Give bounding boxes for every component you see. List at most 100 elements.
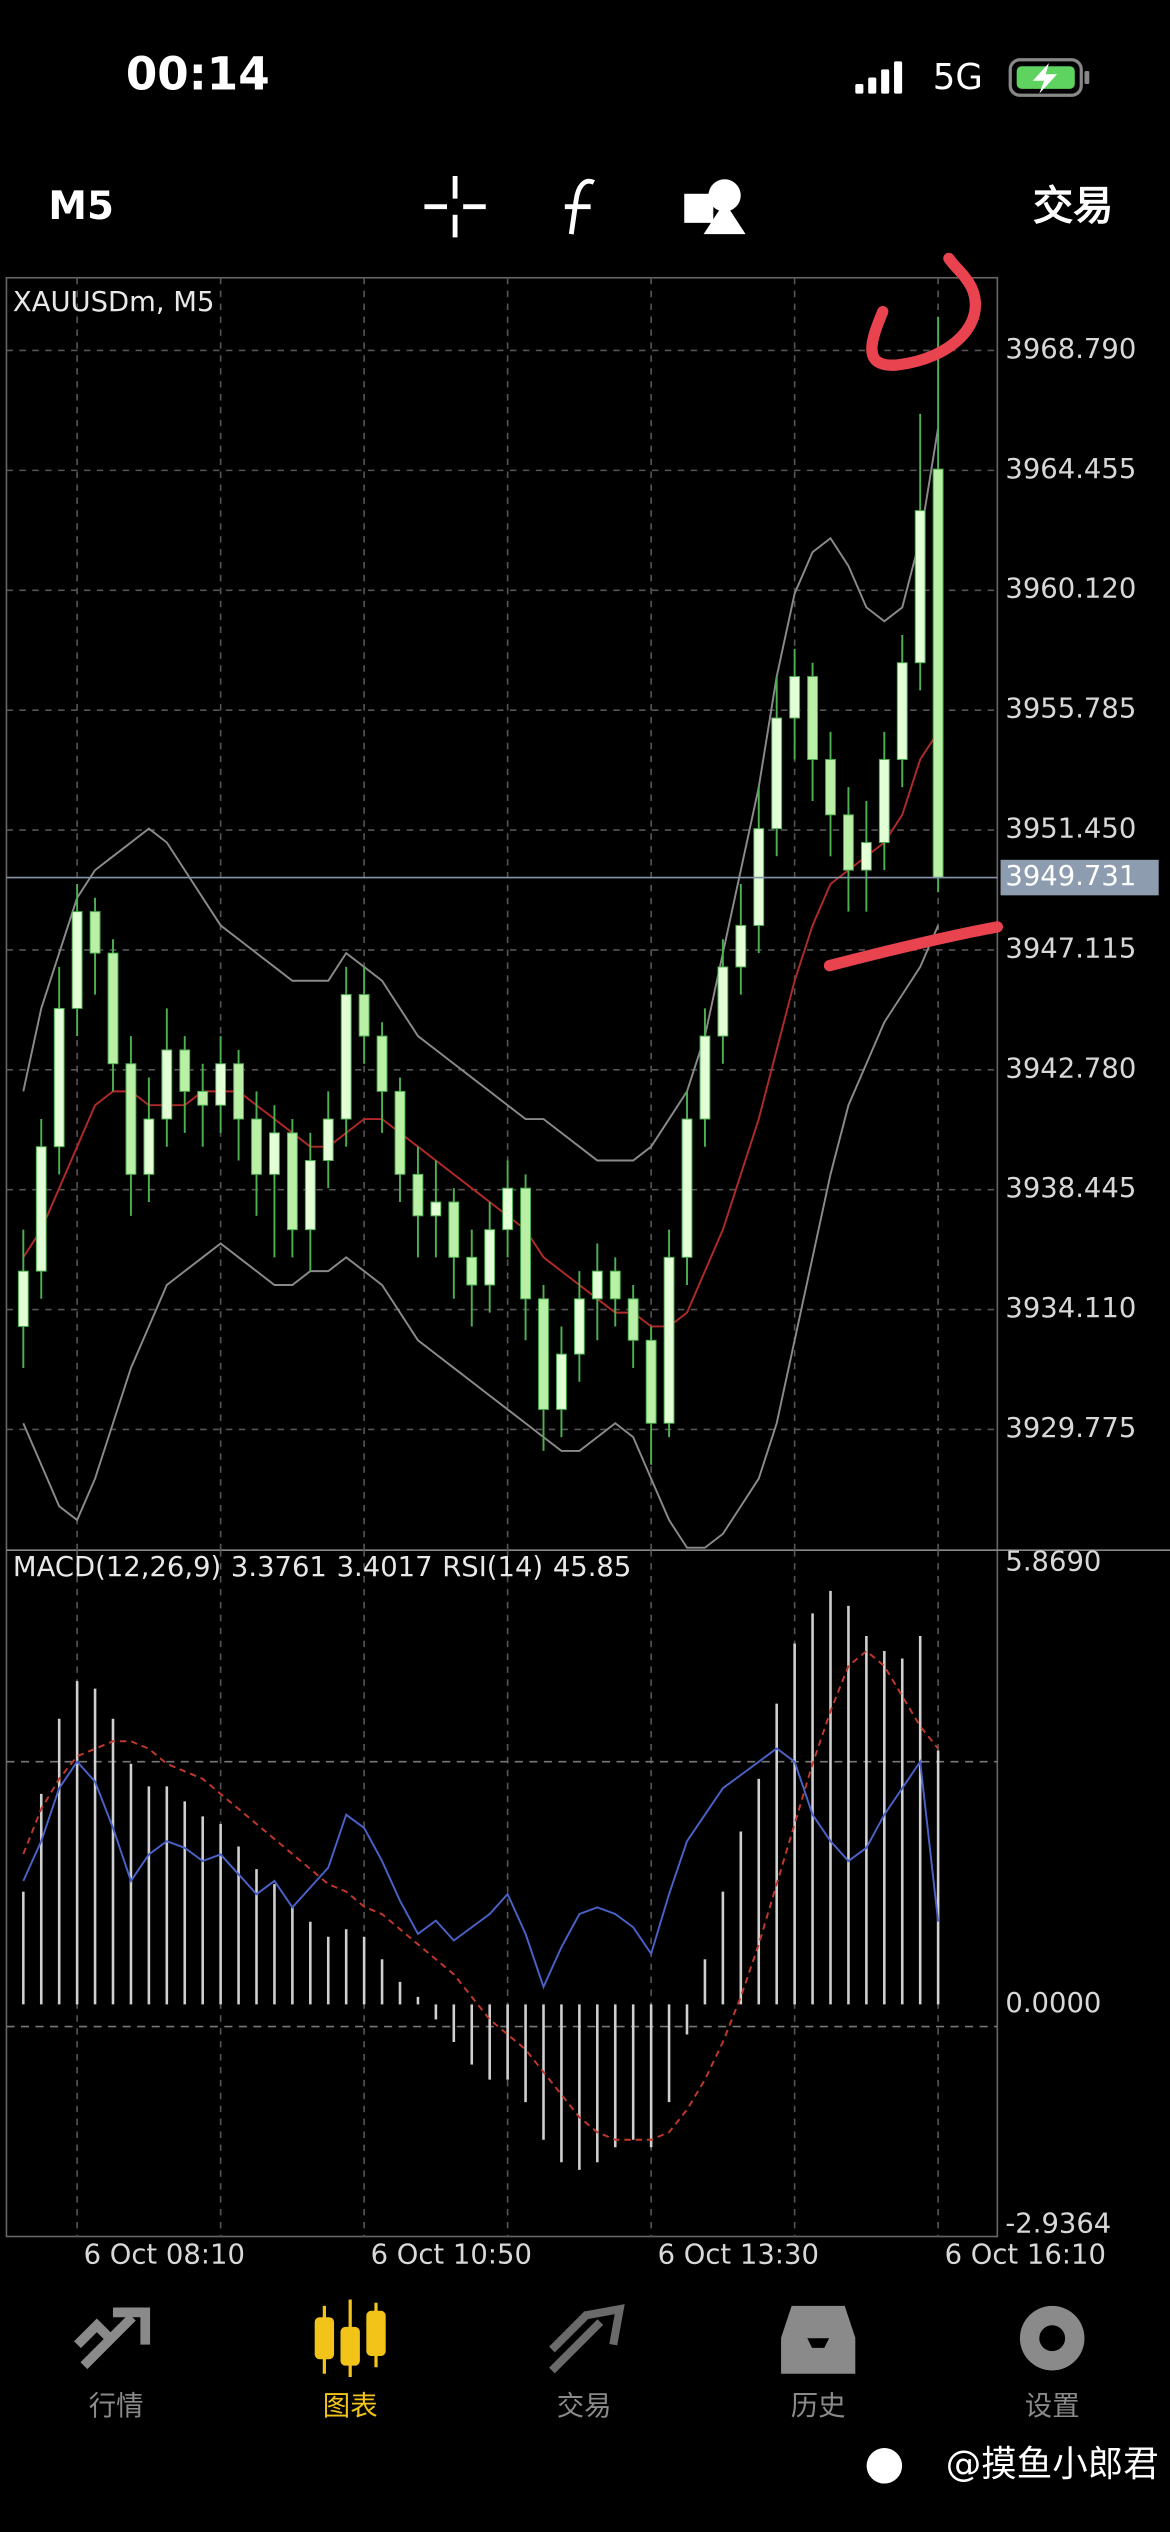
candle-body [251,1118,262,1175]
candle-body [843,814,854,871]
candle-body [807,676,818,760]
candle-body [17,1270,29,1327]
candle-body [502,1187,514,1231]
candle-body [179,1049,191,1092]
candle-body [107,952,119,1065]
candle-body [448,1201,460,1258]
nav-icon-settings[interactable] [1019,2305,1085,2371]
candle-body [896,662,908,760]
candle-body [394,1090,406,1175]
y-tick-label: 3960.120 [1005,574,1136,605]
y-tick-label: -2.9364 [1005,2209,1111,2240]
candle-body [645,1339,657,1424]
candle-body [89,911,101,954]
x-tick-label: 6 Oct 16:10 [945,2239,1106,2270]
nav-label[interactable]: 行情 [89,2391,144,2422]
candle-body [681,1118,693,1258]
candle-body [860,841,872,871]
signal-icon [855,61,903,94]
status-time: 00:14 [126,48,270,101]
candle-body [717,966,729,1037]
candle-body [304,1160,316,1231]
candle-body [520,1187,531,1300]
candle-body [609,1270,621,1300]
nav-icon-quotes[interactable] [74,2307,151,2370]
x-tick-label: 6 Oct 13:30 [658,2239,819,2270]
y-tick-label: 3947.115 [1005,933,1136,964]
candle-body [789,676,801,719]
annotation-line [823,921,1003,972]
annotation-circle [866,252,982,371]
network-label: 5G [933,57,983,98]
chart-frame [5,276,999,2238]
last-price-box [1000,859,1159,896]
candle-body [197,1090,209,1106]
nav-icon-history[interactable] [781,2305,856,2374]
y-tick-label: 3938.445 [1005,1173,1136,1204]
candle-body [161,1049,173,1120]
y-tick-label: 5.8690 [1005,1547,1101,1578]
x-tick-label: 6 Oct 08:10 [84,2239,245,2270]
candle-body [233,1063,244,1120]
candle-body [932,468,944,879]
candle-body [215,1063,227,1106]
nav-label[interactable]: 交易 [557,2391,612,2422]
y-tick-label: 3934.110 [1005,1293,1136,1324]
candle-body [412,1173,424,1217]
main-panel: 3968.790 3964.455 3960.120 3955.785 3951.450… [6,277,1159,2270]
nav-label[interactable]: 历史 [791,2391,846,2422]
nav-label[interactable]: 图表 [323,2391,378,2422]
candle-body [591,1270,603,1300]
candle-body [376,1035,388,1092]
nav-icon-chart[interactable] [314,2299,386,2377]
battery-icon [1008,58,1090,97]
y-tick-label: 3955.785 [1005,694,1136,725]
timeframe-button[interactable]: M5 [48,184,113,229]
candle-body [556,1353,567,1410]
indicator-button[interactable] [564,178,595,235]
crosshair-button[interactable] [424,176,486,238]
candle-body [35,1146,47,1272]
candle-body [430,1201,442,1217]
signal-line [22,1649,939,2141]
nav-icon-trade[interactable] [549,2304,625,2374]
x-tick-label: 6 Oct 10:50 [371,2239,532,2270]
y-tick-label: 3942.780 [1005,1053,1136,1084]
indicator-line [22,925,940,1549]
rsi-title: RSI(14) [442,1551,543,1582]
candle-body [143,1118,155,1175]
candle-body [71,911,83,1009]
candle-body [322,1118,334,1162]
watermark: @摸鱼小郎君 [946,2444,1159,2485]
candle-body [735,924,747,968]
nav-label[interactable]: 设置 [1025,2391,1080,2422]
candle-body [663,1256,675,1424]
rsi-value: 45.85 [553,1551,632,1582]
rsi-line [22,1747,940,1990]
indicator-header: MACD(12,26,9) 3.3761 3.4017 RSI(14) 45.85 [13,1551,631,1582]
candle-body [358,994,370,1037]
y-tick-label: 0.0000 [1005,1988,1101,2019]
plot-area [6,277,998,1551]
candle-body [466,1256,478,1286]
candle-body [484,1229,496,1286]
y-tick-label: 3929.775 [1005,1413,1136,1444]
candle-body [286,1132,298,1231]
watermark-icon [866,2448,903,2484]
candle-body [699,1035,711,1120]
candle-body [125,1063,137,1175]
candle-body [771,717,783,830]
chart-title: XAUUSDm, M5 [13,287,215,318]
y-tick-label: 3964.455 [1005,454,1136,485]
trade-button[interactable]: 交易 [1033,182,1114,229]
objects-button[interactable] [684,179,746,235]
candle-body [914,510,926,664]
signal-value: 3.4017 [337,1551,433,1582]
candle-body [269,1132,280,1175]
candle-body [538,1298,549,1410]
plot-area [6,1550,998,2237]
indicator-panel: 5.8690 0.0000 -2.9364 [6,1547,1111,2240]
